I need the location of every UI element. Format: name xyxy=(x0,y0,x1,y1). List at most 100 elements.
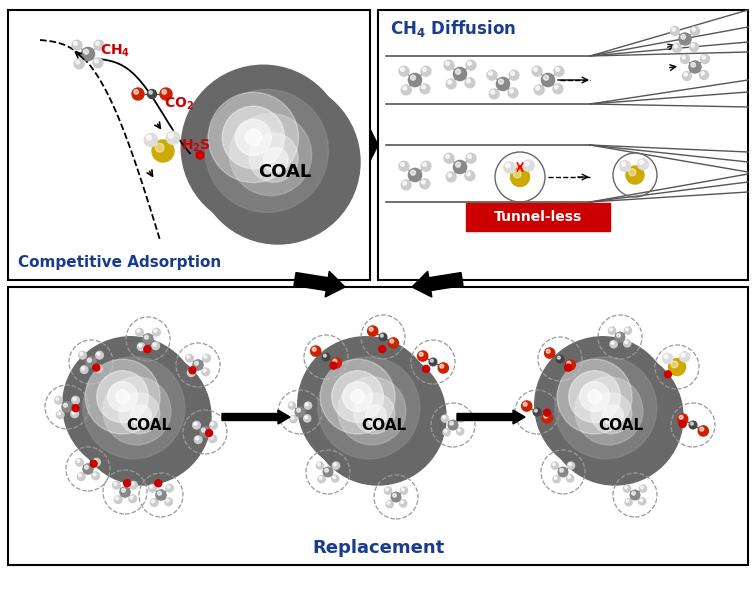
Circle shape xyxy=(72,411,75,414)
Polygon shape xyxy=(370,129,378,161)
Circle shape xyxy=(610,341,617,348)
Bar xyxy=(8,287,748,565)
Circle shape xyxy=(342,382,373,412)
Circle shape xyxy=(322,353,330,361)
Circle shape xyxy=(532,66,542,76)
Circle shape xyxy=(554,66,564,76)
Circle shape xyxy=(222,106,284,169)
Circle shape xyxy=(249,133,298,182)
Bar xyxy=(8,10,370,280)
Circle shape xyxy=(445,61,449,66)
Circle shape xyxy=(391,492,401,502)
Circle shape xyxy=(330,362,337,369)
Circle shape xyxy=(83,49,88,54)
Circle shape xyxy=(466,79,470,83)
Circle shape xyxy=(324,467,333,477)
Circle shape xyxy=(567,361,571,365)
Circle shape xyxy=(446,172,456,182)
Circle shape xyxy=(390,339,394,343)
Circle shape xyxy=(367,326,378,336)
Circle shape xyxy=(150,486,153,488)
Circle shape xyxy=(196,80,360,244)
Circle shape xyxy=(677,414,688,424)
Circle shape xyxy=(149,90,153,94)
Text: COAL: COAL xyxy=(598,418,643,433)
Circle shape xyxy=(609,327,615,334)
Circle shape xyxy=(701,72,705,75)
Polygon shape xyxy=(222,410,290,424)
Text: $\mathbf{H_2S}$: $\mathbf{H_2S}$ xyxy=(181,138,211,154)
Circle shape xyxy=(103,377,171,445)
Circle shape xyxy=(71,410,79,418)
Circle shape xyxy=(689,42,699,52)
Circle shape xyxy=(699,70,708,80)
Circle shape xyxy=(399,66,409,76)
Circle shape xyxy=(94,365,103,373)
Circle shape xyxy=(559,469,563,472)
Circle shape xyxy=(534,67,538,72)
Circle shape xyxy=(116,390,129,404)
Circle shape xyxy=(79,474,82,476)
Circle shape xyxy=(152,500,154,503)
Circle shape xyxy=(689,421,697,429)
Circle shape xyxy=(457,415,465,422)
Circle shape xyxy=(318,476,325,483)
Circle shape xyxy=(400,500,407,507)
FancyBboxPatch shape xyxy=(466,203,610,231)
Circle shape xyxy=(533,408,541,416)
Circle shape xyxy=(557,359,632,434)
Circle shape xyxy=(489,89,499,99)
Circle shape xyxy=(74,59,84,69)
Circle shape xyxy=(187,369,195,376)
Circle shape xyxy=(209,92,299,183)
Circle shape xyxy=(90,460,97,467)
Circle shape xyxy=(422,180,426,184)
Circle shape xyxy=(690,27,699,35)
Circle shape xyxy=(202,429,206,432)
Circle shape xyxy=(354,393,395,434)
Circle shape xyxy=(525,161,529,166)
Circle shape xyxy=(639,498,646,505)
Circle shape xyxy=(122,488,125,492)
Text: $\mathbf{CH_4}$ $\mathbf{Diffusion}$: $\mathbf{CH_4}$ $\mathbf{Diffusion}$ xyxy=(390,18,516,39)
Circle shape xyxy=(510,72,514,75)
Circle shape xyxy=(680,55,689,64)
Circle shape xyxy=(75,349,211,485)
Circle shape xyxy=(443,429,451,436)
Circle shape xyxy=(147,135,151,140)
Circle shape xyxy=(73,42,77,46)
Circle shape xyxy=(156,490,166,500)
Circle shape xyxy=(417,351,428,361)
Circle shape xyxy=(640,160,643,164)
Circle shape xyxy=(143,334,153,344)
Circle shape xyxy=(450,421,454,425)
Circle shape xyxy=(93,58,103,68)
Circle shape xyxy=(609,328,612,331)
Circle shape xyxy=(558,467,568,477)
Circle shape xyxy=(147,89,156,98)
Circle shape xyxy=(557,356,560,359)
Circle shape xyxy=(167,486,170,488)
Circle shape xyxy=(456,162,460,167)
Circle shape xyxy=(63,337,199,473)
Circle shape xyxy=(679,415,683,419)
Circle shape xyxy=(77,473,85,481)
Circle shape xyxy=(114,483,117,486)
Circle shape xyxy=(444,153,454,163)
Circle shape xyxy=(331,358,342,368)
Circle shape xyxy=(408,73,422,87)
Circle shape xyxy=(206,89,328,212)
Circle shape xyxy=(134,90,138,94)
Circle shape xyxy=(132,88,144,100)
Circle shape xyxy=(130,496,133,499)
Circle shape xyxy=(386,488,389,490)
Circle shape xyxy=(640,486,643,489)
Circle shape xyxy=(290,416,297,423)
Circle shape xyxy=(544,414,547,418)
Circle shape xyxy=(523,160,534,171)
Circle shape xyxy=(553,84,563,93)
Circle shape xyxy=(420,352,423,356)
Circle shape xyxy=(298,337,434,473)
Circle shape xyxy=(454,160,466,174)
Circle shape xyxy=(403,86,407,90)
